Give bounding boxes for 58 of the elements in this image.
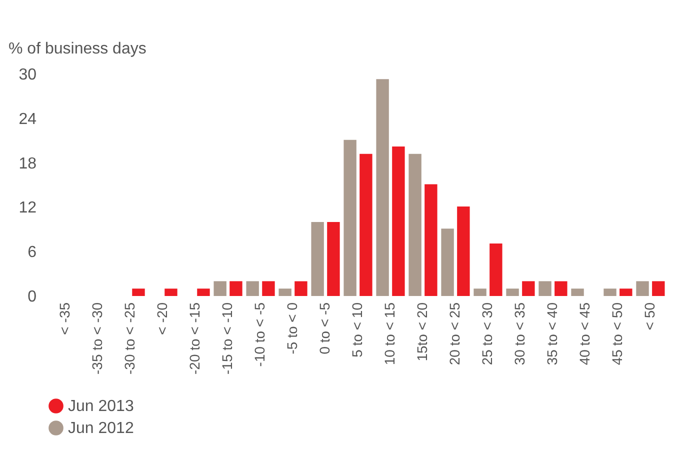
bar — [214, 281, 226, 296]
bar — [571, 288, 584, 296]
bar — [554, 281, 568, 296]
bar — [636, 281, 649, 296]
x-tick-label: 30 to < 35 — [511, 302, 528, 366]
y-tick-label: 12 — [18, 200, 37, 217]
legend-label: Jun 2012 — [68, 420, 134, 437]
x-tick-label: 0 to < -5 — [316, 302, 333, 354]
x-tick-label: -15 to < -10 — [219, 302, 236, 374]
y-tick-label: 30 — [18, 66, 37, 84]
x-tick-label: -30 to < -25 — [122, 302, 138, 374]
bar — [376, 79, 389, 296]
bar — [327, 222, 340, 296]
x-tick-label: 35 to < 40 — [544, 302, 560, 366]
bar — [490, 243, 502, 296]
bar — [311, 222, 324, 296]
bar — [538, 281, 552, 296]
x-tick-label: -5 to < 0 — [284, 302, 300, 354]
x-tick-label: 40 to < 45 — [576, 302, 592, 366]
x-tick-label: < -20 — [154, 302, 170, 335]
x-tick-label: 45 to < 50 — [608, 302, 625, 366]
bar — [164, 288, 178, 296]
x-tick-label: -20 to < -15 — [186, 302, 203, 374]
bar — [620, 288, 632, 296]
x-tick-label: < -35 — [56, 302, 73, 335]
bar — [344, 140, 356, 296]
x-tick-label: 5 to < 10 — [349, 302, 365, 358]
bar — [604, 288, 616, 296]
bar — [230, 281, 242, 296]
bar — [474, 288, 486, 296]
x-tick-label: < 50 — [641, 302, 658, 330]
bar — [246, 281, 259, 296]
x-tick-label: 10 to < 15 — [381, 302, 398, 366]
bar — [197, 288, 210, 296]
bar — [441, 228, 454, 296]
y-tick-label: 24 — [18, 110, 37, 128]
bar — [392, 146, 405, 296]
bar — [262, 281, 275, 296]
bar — [506, 288, 519, 296]
y-axis-title: % of business days — [8, 40, 146, 58]
bar — [294, 281, 308, 296]
bar — [408, 154, 422, 296]
bar — [522, 281, 535, 296]
bar — [132, 288, 145, 296]
y-tick-label: 18 — [18, 155, 37, 172]
x-tick-label: -10 to < -5 — [252, 302, 268, 367]
bar — [360, 154, 372, 296]
x-tick-label: -35 to < -30 — [89, 302, 106, 374]
bar — [278, 288, 292, 296]
bar — [424, 184, 438, 296]
y-tick-label: 6 — [28, 244, 37, 262]
x-tick-label: 20 to < 25 — [446, 302, 462, 366]
x-tick-label: 25 to < 30 — [478, 302, 495, 366]
bar — [457, 206, 470, 296]
legend-label: Jun 2013 — [68, 398, 134, 415]
bar — [652, 281, 665, 296]
x-tick-label: 15to < 20 — [414, 302, 430, 362]
y-tick-label: 0 — [28, 288, 37, 306]
